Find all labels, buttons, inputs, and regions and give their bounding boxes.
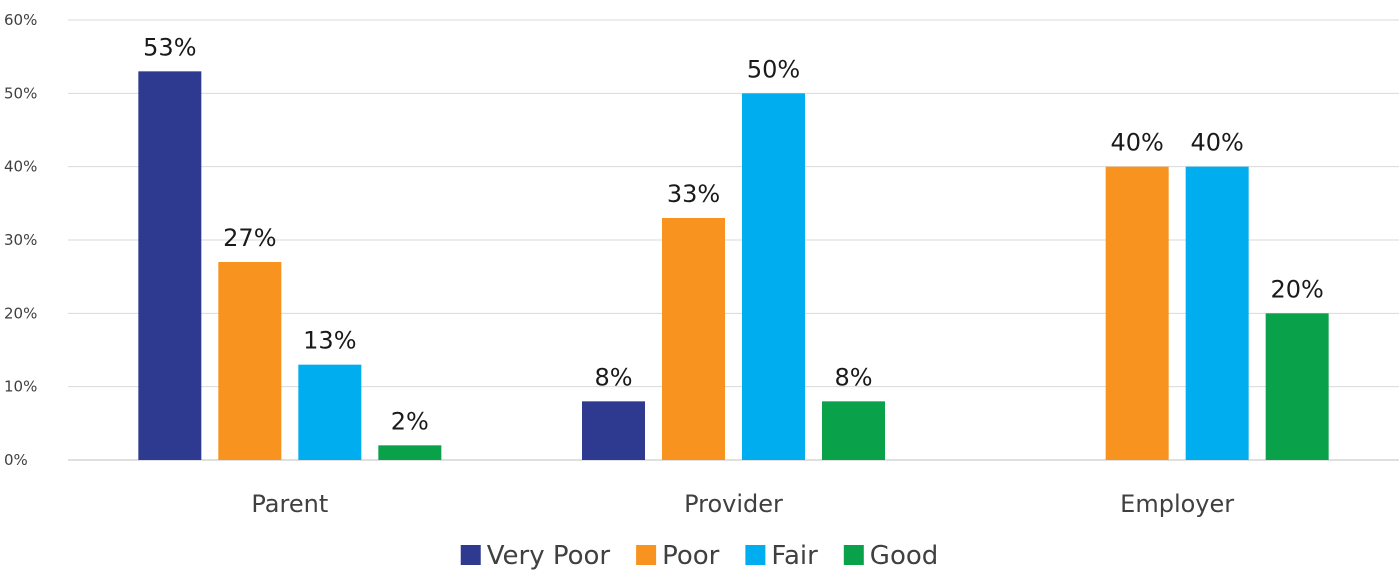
legend-item: Poor: [636, 541, 720, 571]
bar: [1105, 166, 1169, 460]
legend-label: Fair: [771, 541, 818, 571]
legend-item: Good: [843, 541, 938, 571]
legend: Very Poor Poor Fair Good: [460, 541, 938, 571]
data-label: 8%: [834, 363, 872, 391]
legend-label: Poor: [662, 541, 720, 571]
x-category-label: Provider: [684, 490, 783, 518]
legend-label: Very Poor: [487, 541, 611, 571]
data-label: 50%: [747, 55, 800, 83]
bar: [1185, 166, 1249, 460]
data-label: 8%: [594, 363, 632, 391]
data-label: 40%: [1190, 129, 1243, 157]
data-label: 20%: [1270, 275, 1323, 303]
bar: [378, 445, 442, 460]
y-axis: 0% 10% 20% 30% 40% 50% 60%: [4, 11, 37, 469]
data-label: 40%: [1110, 129, 1163, 157]
y-tick-label: 30%: [4, 231, 37, 249]
bar: [662, 218, 725, 460]
bar: [822, 401, 885, 460]
gridlines: [68, 19, 1399, 461]
bar: [742, 93, 805, 460]
bar: [218, 262, 282, 460]
x-category-label: Parent: [251, 490, 328, 518]
legend-swatch: [636, 545, 657, 565]
legend-item: Very Poor: [460, 541, 611, 571]
legend-swatch: [460, 545, 481, 565]
data-label: 53%: [143, 33, 196, 61]
y-tick-label: 0%: [4, 451, 28, 469]
bar: [1265, 313, 1329, 460]
bar: [298, 364, 362, 460]
y-tick-label: 50%: [4, 84, 37, 102]
data-label: 2%: [391, 407, 429, 435]
bar: [138, 71, 202, 460]
data-label: 13%: [303, 327, 356, 355]
data-label: 33%: [667, 180, 720, 208]
bars: [138, 71, 1329, 460]
y-tick-label: 60%: [4, 11, 37, 29]
bar: [582, 401, 645, 460]
legend-item: Fair: [745, 541, 818, 571]
x-category-label: Employer: [1120, 490, 1234, 518]
y-tick-label: 40%: [4, 158, 37, 176]
legend-label: Good: [870, 541, 938, 571]
data-label: 27%: [223, 224, 276, 252]
y-tick-label: 20%: [4, 304, 37, 322]
legend-swatch: [843, 545, 864, 565]
data-labels: 53% 27% 13% 2% 8% 33% 50% 8% 40% 40% 20%: [143, 33, 1324, 435]
legend-swatch: [745, 545, 766, 565]
x-axis: Parent Provider Employer: [251, 490, 1234, 518]
y-tick-label: 10%: [4, 378, 37, 396]
